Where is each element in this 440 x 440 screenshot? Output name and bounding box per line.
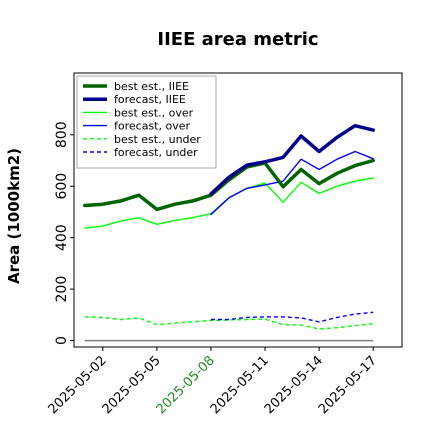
y-tick-label: 200 xyxy=(54,276,70,303)
legend-label: best est., under xyxy=(114,133,201,146)
chart-title: IIEE area metric xyxy=(157,29,318,50)
x-tick-label: 2025-05-17 xyxy=(316,353,380,417)
y-tick-label: 400 xyxy=(54,224,70,251)
series-line-forecast-under xyxy=(211,311,374,323)
series-line-forecast-iiee xyxy=(209,123,375,196)
legend-label: forecast, under xyxy=(114,146,198,159)
y-tick-label: 0 xyxy=(54,336,70,345)
legend-label: best est., over xyxy=(114,106,194,119)
series-line-best-est-iiee xyxy=(83,158,375,212)
series-line-forecast-over xyxy=(210,150,374,216)
series-line-best-est-over xyxy=(84,177,374,229)
y-tick-label: 600 xyxy=(54,173,70,200)
plot-area xyxy=(73,72,403,348)
legend-label: forecast, IIEE xyxy=(114,93,186,106)
y-tick-label: 800 xyxy=(54,121,70,148)
legend-label: forecast, over xyxy=(114,120,190,133)
legend-label: best est., IIEE xyxy=(114,80,189,93)
y-axis-label: Area (1000km2) xyxy=(5,148,23,284)
